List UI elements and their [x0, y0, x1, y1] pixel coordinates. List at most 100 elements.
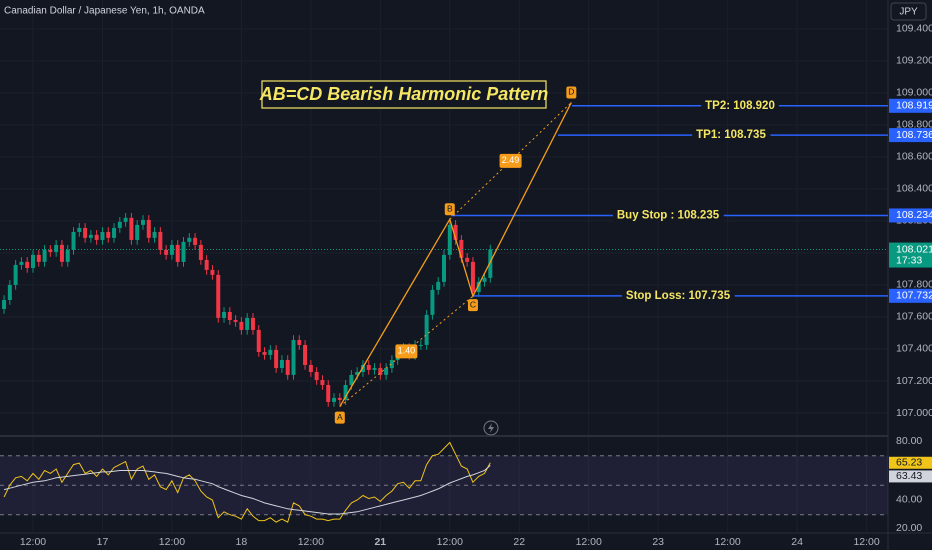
y-tick-label: 107.400	[896, 343, 932, 355]
candle-body	[146, 219, 151, 238]
lightning-icon[interactable]	[483, 420, 499, 436]
candle-body	[175, 244, 180, 262]
candle-body	[7, 284, 12, 300]
candle-body	[488, 249, 493, 278]
candle-body	[36, 254, 41, 262]
candle-body	[233, 319, 238, 322]
candle-body	[106, 231, 111, 238]
lightning-bolt	[488, 423, 494, 433]
candle-body	[279, 360, 284, 369]
candle-body	[48, 249, 53, 252]
candle-body	[123, 217, 128, 222]
rsi-tag-label: 65.23	[896, 457, 922, 469]
candle-body	[453, 224, 458, 240]
point-tag	[467, 299, 478, 312]
rsi-line	[3, 441, 491, 523]
candle-body	[268, 349, 273, 355]
x-tick-label: 18	[236, 536, 248, 548]
y-tick-label: 107.600	[896, 311, 932, 323]
current-price-label: 108.021	[896, 243, 932, 255]
ratio-label: 2.49	[502, 155, 520, 165]
y-tick-label: 109.000	[896, 87, 932, 99]
level-label-bg	[612, 209, 724, 222]
candle-body	[482, 277, 487, 282]
candle-body	[100, 231, 105, 240]
point-tag	[566, 86, 577, 99]
candle-body	[222, 311, 227, 318]
x-tick-label: 12:00	[437, 536, 463, 548]
candle-body	[326, 384, 331, 402]
currency-label[interactable]: JPY	[899, 7, 918, 18]
candle-body	[459, 239, 464, 258]
candle-body	[384, 368, 389, 375]
candle-body	[54, 244, 59, 252]
ratio-line	[449, 102, 572, 220]
pattern-title-box	[261, 80, 547, 109]
rsi-tick-label: 80.00	[896, 435, 922, 447]
candle-body	[447, 224, 452, 255]
candle-body	[158, 231, 163, 250]
x-tick-label: 23	[652, 536, 664, 548]
candle-body	[337, 397, 342, 401]
level-label: Buy Stop : 108.235	[617, 209, 720, 221]
candle-body	[239, 321, 244, 330]
candle-body	[355, 372, 360, 375]
candle-body	[152, 231, 157, 238]
currency-button[interactable]	[890, 2, 927, 21]
candle-body	[94, 234, 99, 240]
candle-body	[436, 281, 441, 290]
x-tick-label: 21	[374, 536, 386, 548]
y-tick-label: 108.600	[896, 151, 932, 163]
candle-body	[164, 249, 169, 255]
level-tag-label: 108.736	[896, 129, 932, 141]
candle-body	[389, 360, 394, 369]
x-tick-label: 12:00	[853, 536, 879, 548]
candle-body	[285, 360, 290, 375]
level-tag	[889, 98, 932, 113]
level-label-bg	[692, 129, 771, 142]
candle-body	[135, 224, 140, 240]
candle-body	[366, 364, 371, 370]
candle-body	[216, 274, 221, 318]
y-tick-label: 108.400	[896, 183, 932, 195]
candle-body	[198, 244, 203, 260]
level-tag	[889, 208, 932, 223]
x-tick-label: 12:00	[159, 536, 185, 548]
candle-body	[187, 237, 192, 242]
candle-body	[274, 349, 279, 369]
pattern-line	[339, 102, 572, 407]
x-tick-label: 17	[97, 536, 109, 548]
level-tag-label: 107.732	[896, 290, 932, 302]
candle-body	[332, 397, 337, 402]
level-tag	[889, 288, 932, 303]
ratio-label: 1.40	[398, 346, 416, 356]
ratio-tag	[395, 344, 418, 359]
candle-body	[343, 384, 348, 401]
candle-body	[424, 314, 429, 345]
ratio-tag	[499, 153, 522, 168]
y-tick-label: 107.800	[896, 279, 932, 291]
candle-body	[25, 261, 30, 268]
level-label-bg	[621, 289, 735, 302]
y-tick-label: 109.400	[896, 23, 932, 35]
x-tick-label: 12:00	[298, 536, 324, 548]
point-label: A	[337, 412, 343, 422]
candle-body	[349, 374, 354, 385]
candle-body	[418, 344, 423, 346]
rsi-tick-label: 40.00	[896, 494, 922, 506]
candle-body	[262, 352, 267, 355]
countdown-label: 17:33	[896, 254, 922, 266]
point-tag	[444, 203, 455, 216]
point-tag	[334, 411, 345, 424]
candle-body	[112, 227, 117, 238]
candle-body	[378, 368, 383, 375]
candle-body	[297, 339, 302, 345]
candle-body	[442, 254, 446, 282]
candle-body	[13, 264, 18, 285]
x-tick-label: 12:00	[20, 536, 46, 548]
candle-body	[250, 317, 255, 330]
point-label: D	[568, 87, 574, 97]
rsi-tick-label: 20.00	[896, 522, 922, 534]
candle-body	[65, 249, 70, 262]
y-tick-label: 109.200	[896, 55, 932, 67]
